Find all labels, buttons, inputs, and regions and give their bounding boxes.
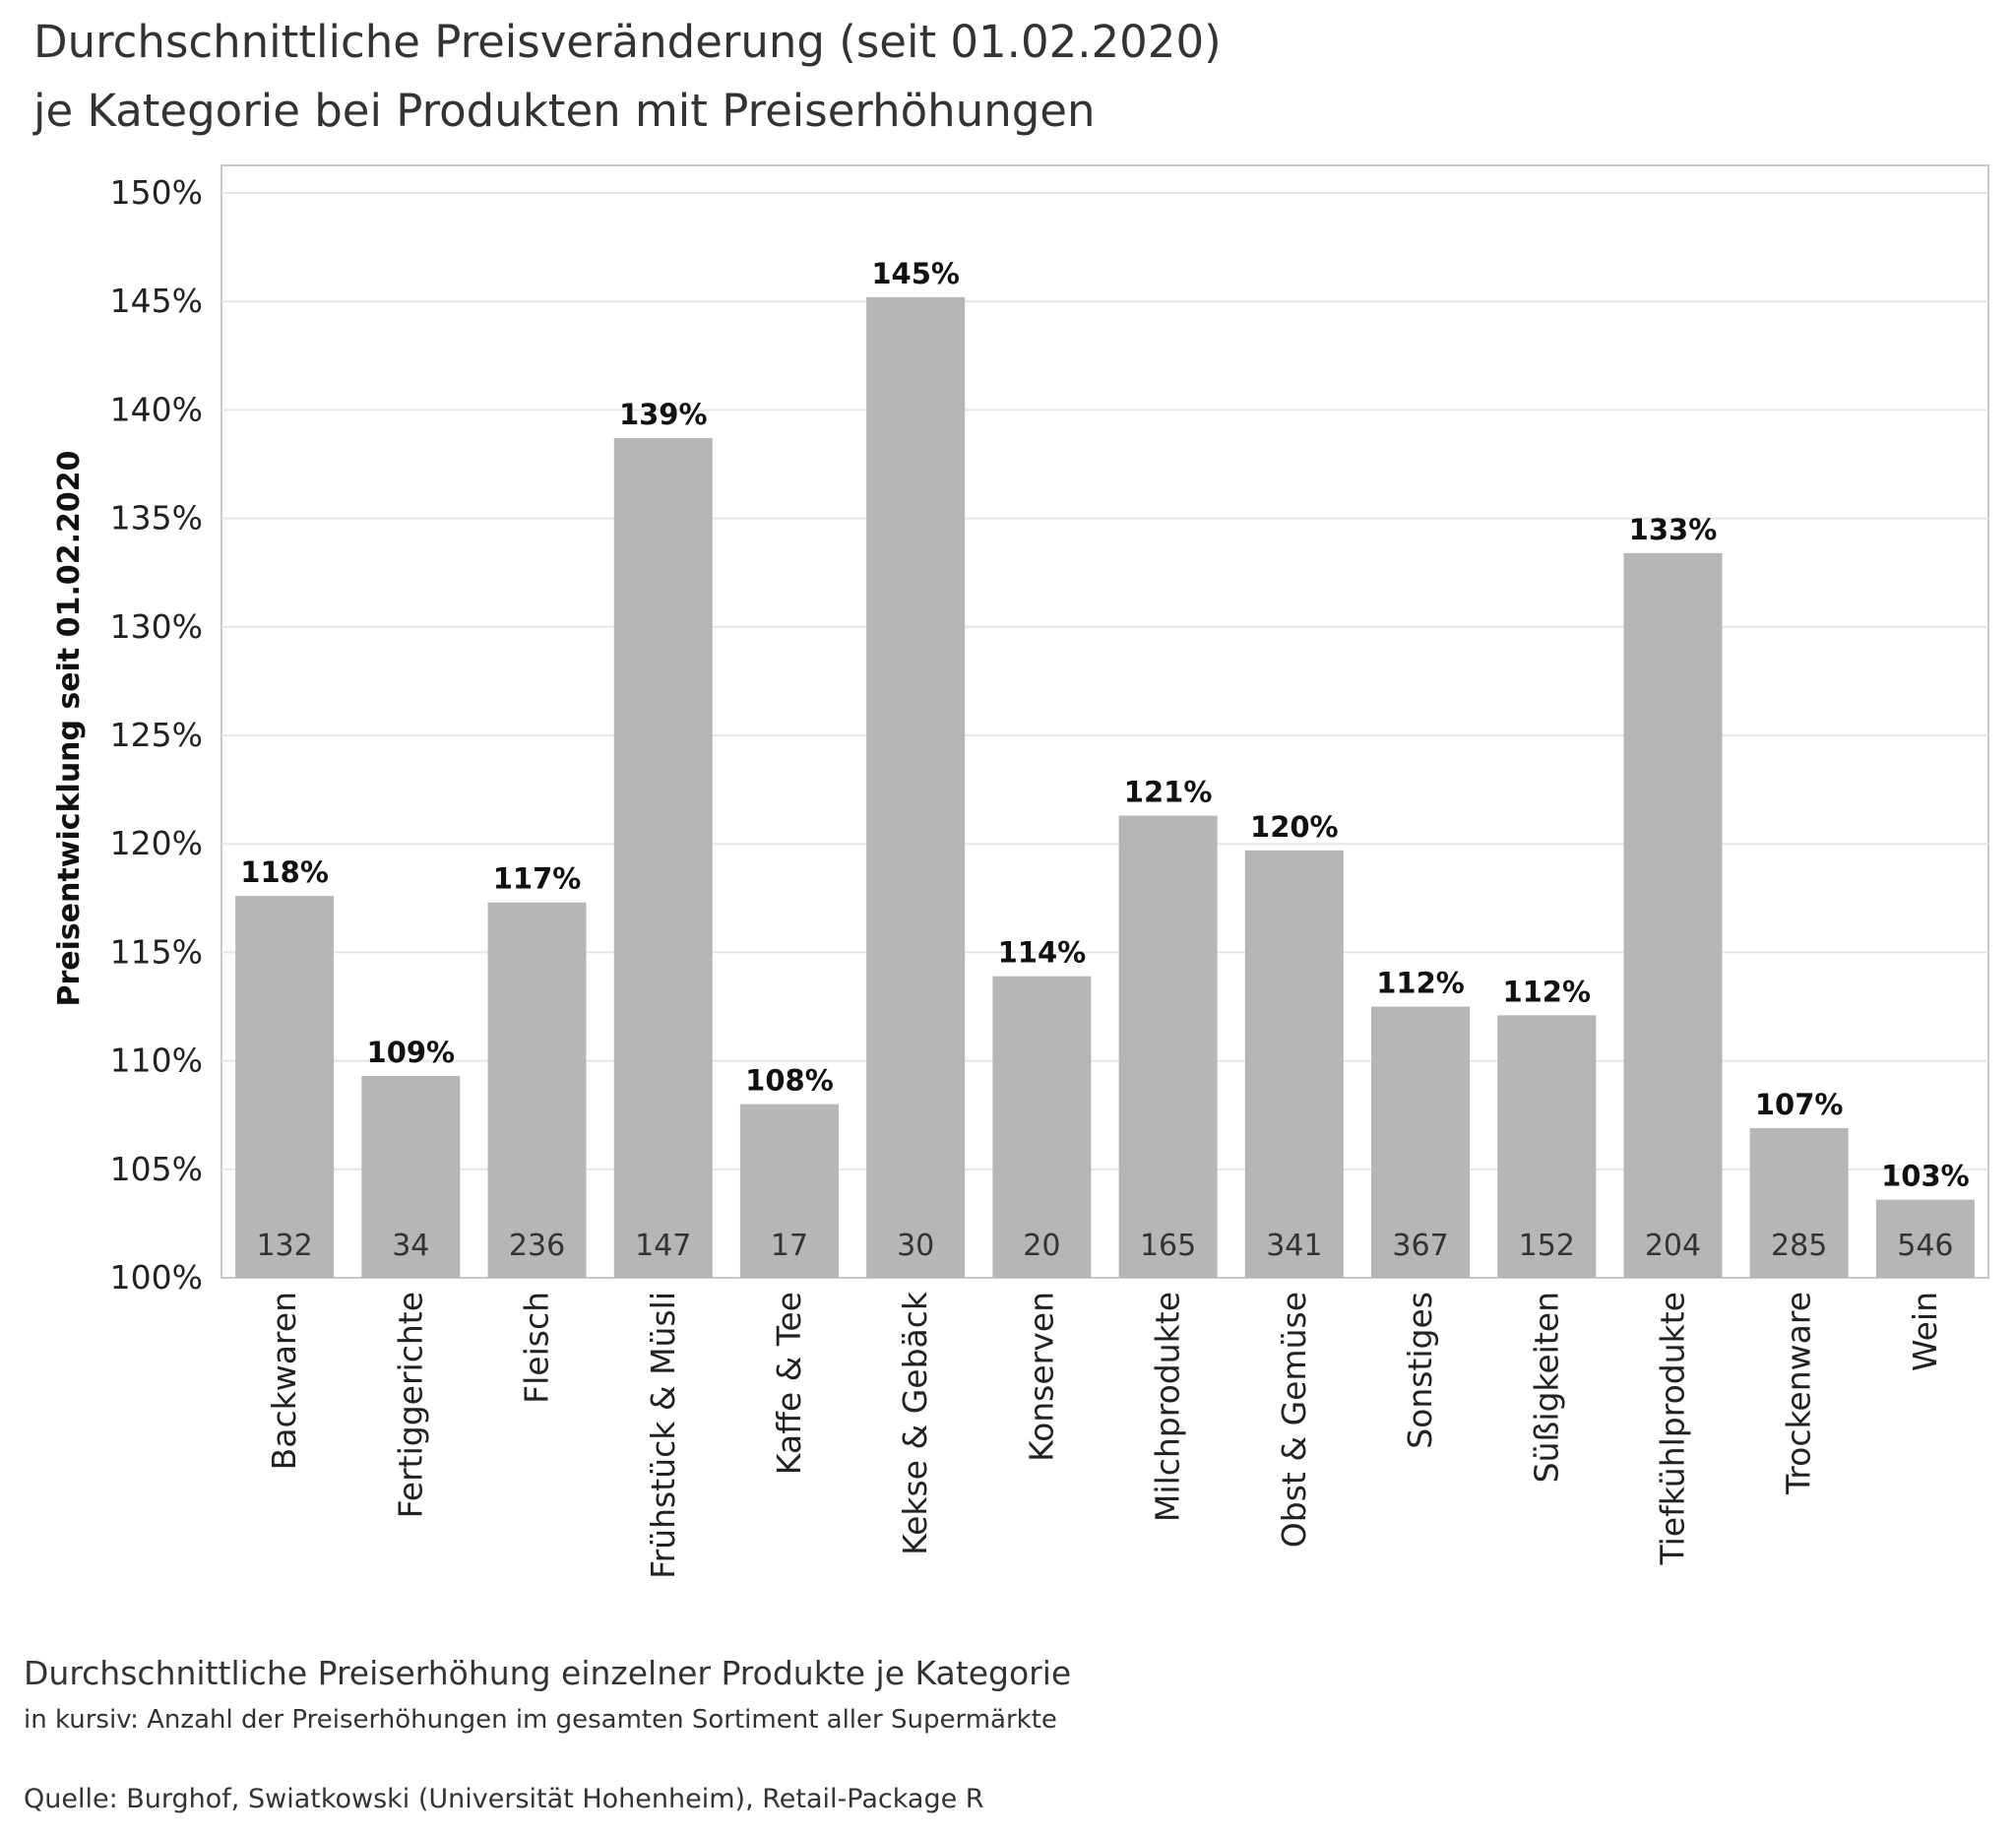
bar-value-label: 145% [871,257,960,290]
x-tick-label: Wein [1906,1292,1944,1371]
y-tick-label: 110% [110,1042,203,1080]
bar-value-label: 118% [240,855,329,889]
x-axis-category-labels: Backwaren Fertiggerichte Fleisch Frühstück … [265,1291,1944,1579]
y-tick-label: 105% [110,1150,203,1188]
bar-value-label: 108% [745,1064,834,1098]
x-tick-label: Milchprodukte [1149,1292,1187,1522]
x-tick-label: Frühstück & Müsli [644,1292,682,1579]
x-tick-label: Fleisch [518,1292,556,1404]
bar-value-label: 109% [367,1036,456,1069]
bar-value-label: 121% [1124,776,1213,809]
x-tick-label: Konserven [1022,1292,1060,1462]
bar [1371,1006,1471,1278]
bar-value-label: 139% [619,398,708,431]
x-tick-label: Obst & Gemüse [1275,1292,1313,1548]
x-tick-label: Fertiggerichte [391,1292,429,1518]
x-tick-label: Süßigkeiten [1527,1292,1565,1483]
bar-count-label: 17 [771,1229,808,1263]
bar-count-label: 546 [1897,1229,1953,1263]
bar-value-label: 112% [1376,967,1465,1000]
x-tick-label: Backwaren [265,1292,303,1470]
x-tick-label: Tiefkühlprodukte [1653,1292,1691,1566]
y-tick-label: 140% [110,390,203,428]
footnote-source: Quelle: Burghof, Swiatkowski (Universitä… [24,1784,984,1814]
y-tick-label: 135% [110,499,203,538]
bar-value-label: 103% [1881,1160,1970,1193]
y-axis-label: Preisentwicklung seit 01.02.2020 [52,450,87,1006]
bar [1749,1127,1849,1278]
bar-count-label: 165 [1140,1229,1196,1263]
bar-count-label: 341 [1266,1229,1322,1263]
bar-count-label: 147 [635,1229,691,1263]
y-tick-label: 100% [110,1258,203,1297]
bar [235,896,335,1278]
y-tick-label: 120% [110,824,203,862]
bar [487,902,587,1278]
bar-count-label: 152 [1519,1229,1575,1263]
y-tick-label: 145% [110,282,203,320]
footnote-description: Durchschnittliche Preiserhöhung einzelne… [24,1654,1072,1692]
bar [866,296,966,1278]
y-tick-label: 125% [110,716,203,754]
bar [613,438,713,1278]
bar-count-label: 204 [1645,1229,1701,1263]
bar-value-label: 133% [1629,513,1718,546]
y-tick-label: 130% [110,607,203,646]
x-tick-label: Kaffe & Tee [770,1292,808,1475]
bar-count-label: 34 [392,1229,429,1263]
bar-count-label: 285 [1771,1229,1827,1263]
bar [1118,815,1218,1278]
bar-value-label: 114% [998,936,1087,970]
x-tick-label: Kekse & Gebäck [896,1291,934,1555]
bar-count-label: 20 [1023,1229,1060,1263]
bar [361,1076,461,1278]
gridlines [221,192,1988,1171]
bar [739,1104,839,1278]
bar [1875,1199,1975,1278]
y-tick-label: 150% [110,173,203,212]
x-tick-label: Trockenware [1780,1292,1818,1495]
footnote-count-note: in kursiv: Anzahl der Preiserhöhungen im… [24,1705,1057,1735]
bar [992,976,1092,1278]
x-tick-label: Sonstiges [1401,1292,1439,1449]
y-tick-label: 115% [110,932,203,971]
bar-count-label: 30 [897,1229,934,1263]
bar-chart: 100% 105% 110% 115% 120% 125% 130% 135% 140% 145%… [52,164,1989,1579]
bar-count-label: 367 [1392,1229,1448,1263]
bar [1244,850,1344,1278]
bar-count-label: 132 [256,1229,312,1263]
chart-title-line-2: je Kategorie bei Produkten mit Preiserhö… [33,85,1096,137]
bar-count-label: 236 [509,1229,565,1263]
bar-value-label: 120% [1250,810,1339,844]
value-labels: 118% 109% 117% 139% 108% 145% 114% 121% 120% 112%… [240,257,1969,1193]
bars [235,296,1975,1278]
chart-title-line-1: Durchschnittliche Preisveränderung (seit… [33,16,1222,68]
plot-area-frame [220,164,1989,1279]
bar [1623,552,1723,1278]
bar [1497,1015,1597,1278]
bar-value-label: 117% [493,862,582,896]
bar-value-label: 107% [1755,1088,1844,1121]
bar-value-label: 112% [1502,975,1591,1008]
y-axis-ticks: 100% 105% 110% 115% 120% 125% 130% 135% 140% 145%… [110,173,203,1297]
count-labels: 132 34 236 147 17 30 20 165 341 367 152 204 285 546 [256,1229,1953,1263]
